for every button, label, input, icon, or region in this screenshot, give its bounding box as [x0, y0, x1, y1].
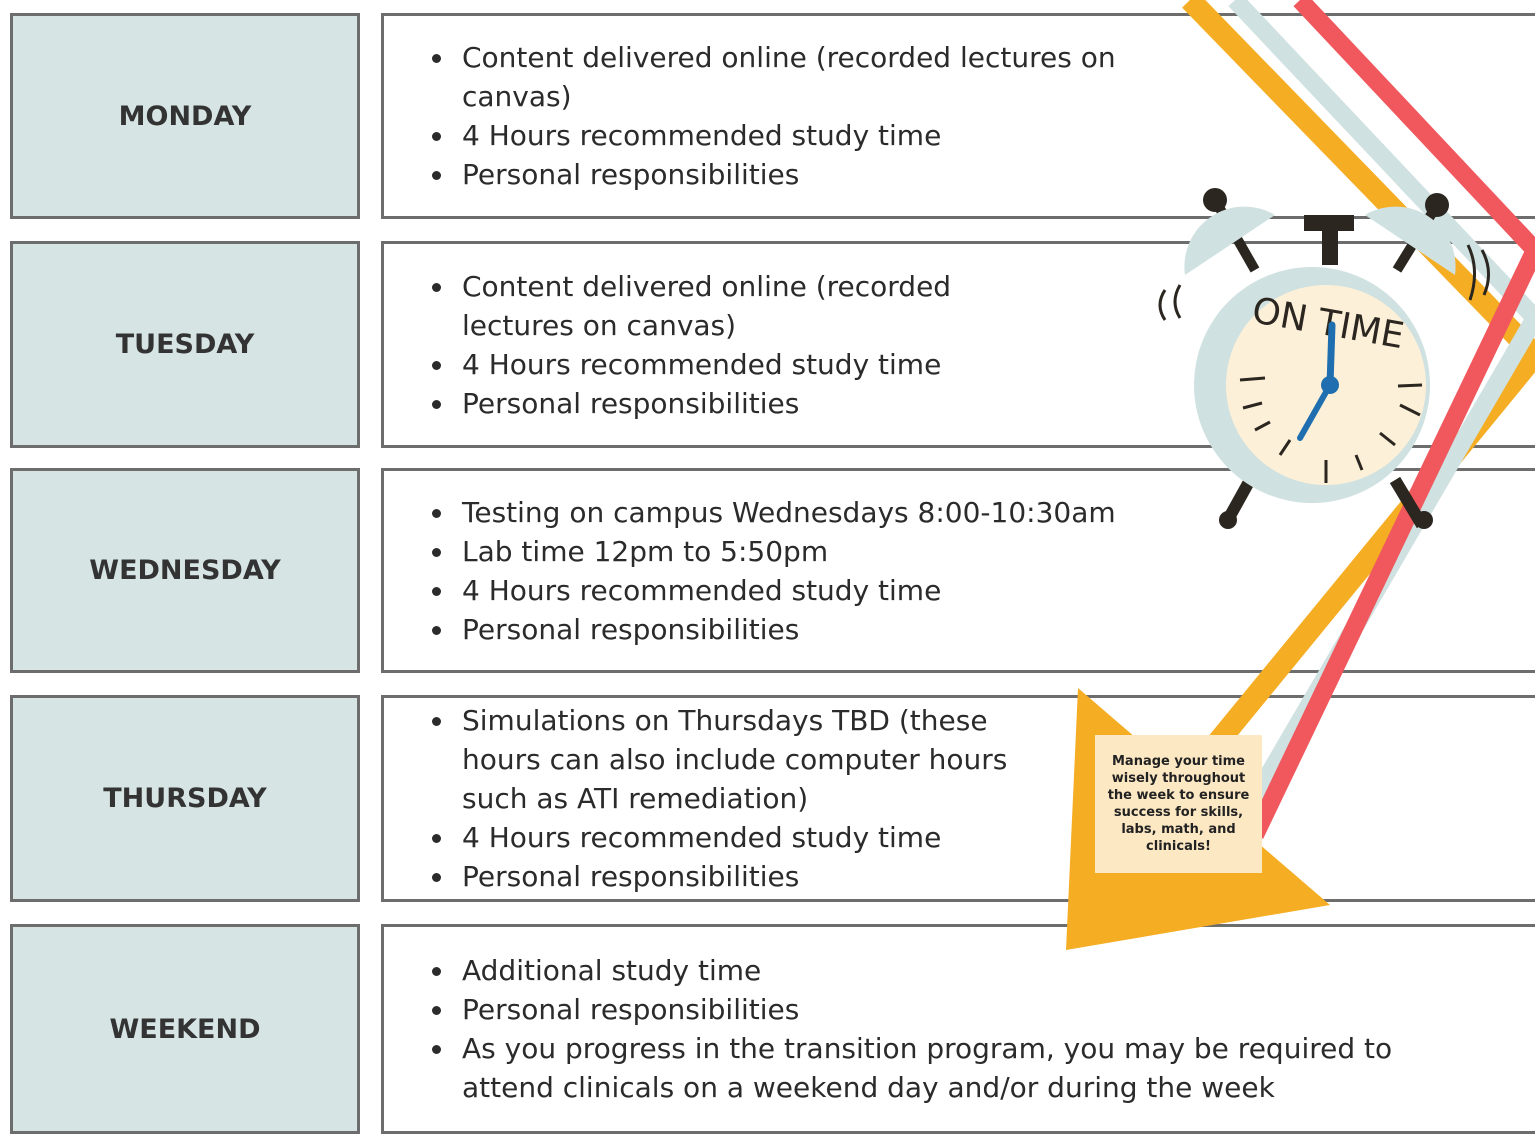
day-content: Content delivered online (recorded lectu… [381, 241, 1535, 448]
bullet-list: Content delivered online (recorded lectu… [384, 267, 996, 423]
bullet-item: Content delivered online (recorded lectu… [456, 267, 996, 345]
bullet-item: 4 Hours recommended study time [456, 116, 1186, 155]
bullet-item: Personal responsibilities [456, 155, 1186, 194]
bullet-item: Content delivered online (recorded lectu… [456, 38, 1186, 116]
bullet-item: Personal responsibilities [456, 610, 1116, 649]
bullet-item: Lab time 12pm to 5:50pm [456, 532, 1116, 571]
bullet-list: Content delivered online (recorded lectu… [384, 38, 1186, 194]
day-label: MONDAY [10, 13, 360, 219]
bullet-list: Simulations on Thursdays TBD (these hour… [384, 701, 1046, 896]
day-content: Content delivered online (recorded lectu… [381, 13, 1535, 219]
bullet-item: Personal responsibilities [456, 857, 1046, 896]
day-label: WEEKEND [10, 924, 360, 1134]
bullet-item: Personal responsibilities [456, 990, 1456, 1029]
bullet-item: 4 Hours recommended study time [456, 571, 1116, 610]
bullet-item: Personal responsibilities [456, 384, 996, 423]
day-label: TUESDAY [10, 241, 360, 448]
day-label: THURSDAY [10, 695, 360, 902]
bullet-item: 4 Hours recommended study time [456, 345, 996, 384]
bullet-item: Testing on campus Wednesdays 8:00-10:30a… [456, 493, 1116, 532]
bullet-list: Additional study timePersonal responsibi… [384, 951, 1456, 1107]
bullet-list: Testing on campus Wednesdays 8:00-10:30a… [384, 493, 1116, 649]
day-content: Additional study timePersonal responsibi… [381, 924, 1535, 1134]
day-content: Simulations on Thursdays TBD (these hour… [381, 695, 1535, 902]
bullet-item: As you progress in the transition progra… [456, 1029, 1456, 1107]
day-label: WEDNESDAY [10, 468, 360, 673]
bullet-item: 4 Hours recommended study time [456, 818, 1046, 857]
bullet-item: Simulations on Thursdays TBD (these hour… [456, 701, 1046, 818]
bullet-item: Additional study time [456, 951, 1456, 990]
note: Manage your time wisely throughout the w… [1095, 735, 1262, 873]
day-content: Testing on campus Wednesdays 8:00-10:30a… [381, 468, 1535, 673]
